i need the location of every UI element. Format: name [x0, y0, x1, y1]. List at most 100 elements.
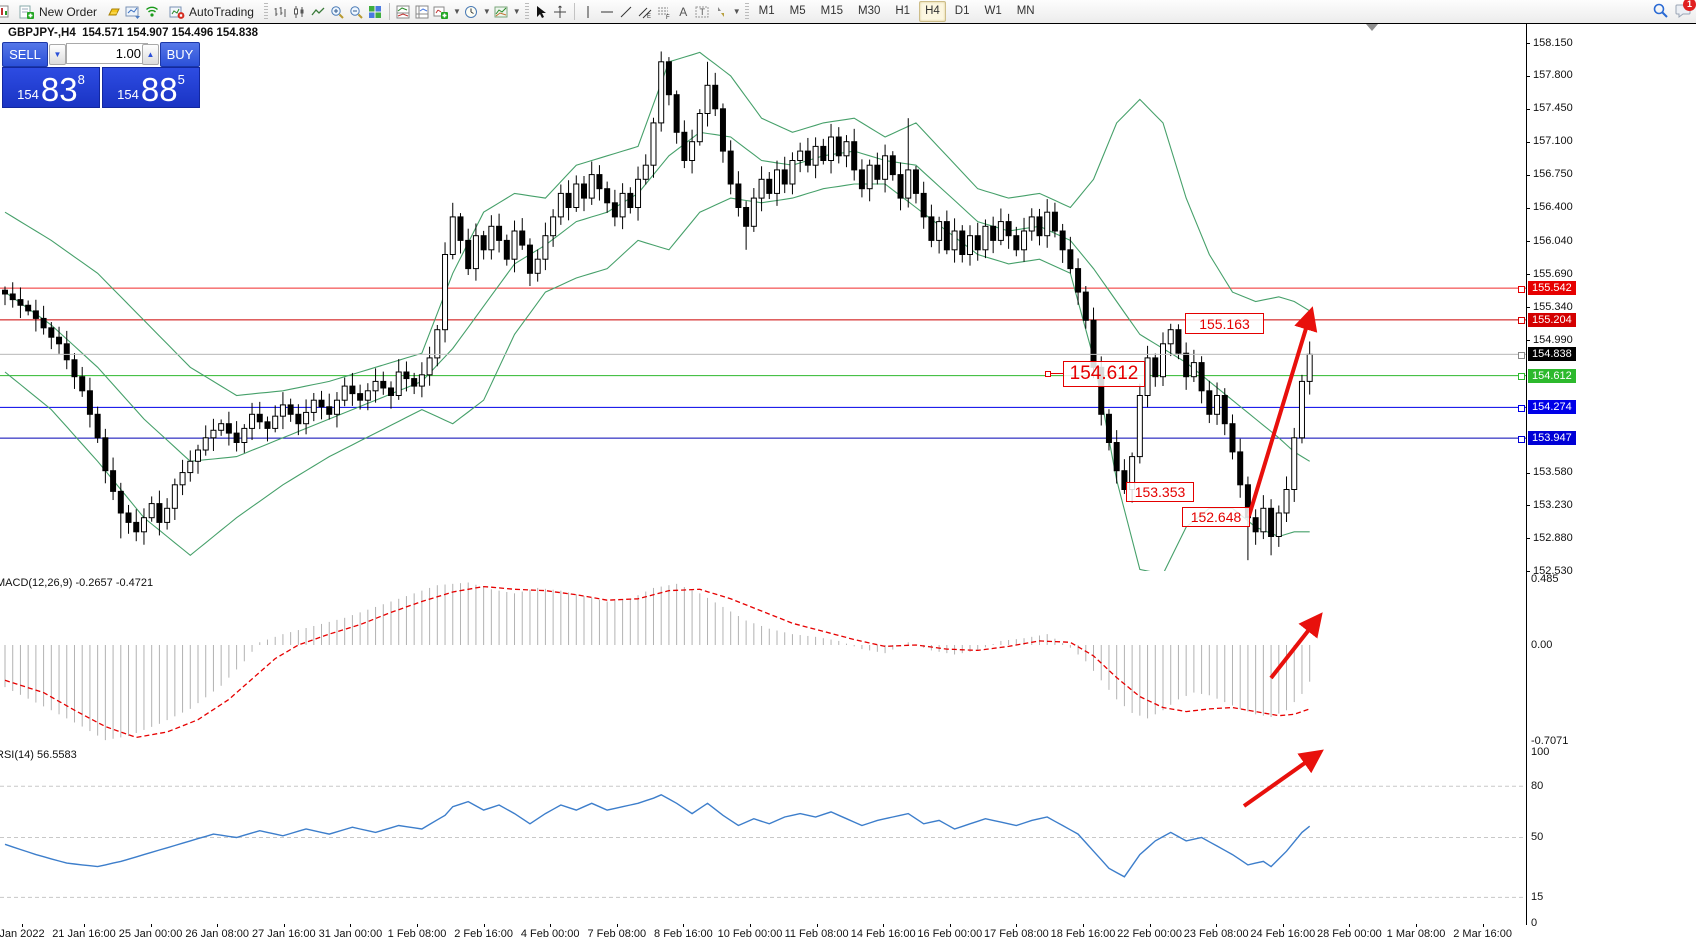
tab-timeframe-m1[interactable]: M1 [758, 5, 775, 17]
autotrading-button[interactable]: AutoTrading [162, 0, 260, 23]
crosshair-icon[interactable] [552, 3, 569, 20]
time-tick-mark [350, 924, 352, 927]
horizontal-line-tool-icon[interactable] [599, 3, 616, 20]
vertical-line-tool-icon[interactable] [580, 3, 597, 20]
zoom-out-icon[interactable] [348, 3, 365, 20]
chart-shift-marker-icon[interactable] [1366, 24, 1378, 31]
line-chart-mode-icon[interactable] [310, 3, 327, 20]
price-tick-mark [1526, 571, 1530, 573]
annotation-154.612[interactable]: 154.612 [1063, 361, 1145, 387]
annotation-155.163[interactable]: 155.163 [1185, 313, 1264, 334]
macd-signal-line [4, 585, 1310, 739]
arrows-caret-icon[interactable]: ▼ [732, 7, 741, 16]
main-chart[interactable] [0, 23, 1526, 571]
tab-timeframe-h1[interactable]: H1 [895, 5, 911, 17]
rsi-axis-label: 50 [1531, 831, 1544, 843]
annotation-153.353[interactable]: 153.353 [1126, 482, 1194, 502]
symbol-period-label: GBPJPY-,H4 [8, 27, 76, 39]
ohlc-values: 154.571 154.907 154.496 154.838 [82, 27, 259, 39]
trend-arrow-main[interactable] [1247, 306, 1318, 517]
time-axis-label: 21 Jan 16:00 [52, 928, 116, 940]
buy-button[interactable]: BUY [160, 42, 200, 67]
candlestick-mode-icon[interactable] [291, 3, 308, 20]
new-chart-icon[interactable] [433, 3, 450, 20]
tab-timeframe-m30[interactable]: M30 [857, 5, 881, 17]
sell-button[interactable]: SELL [2, 42, 48, 67]
time-axis-label: 27 Jan 16:00 [251, 928, 316, 940]
price-tick-label: 155.340 [1533, 300, 1573, 313]
template-caret-icon[interactable]: ▼ [512, 7, 521, 16]
time-tick-mark [1083, 924, 1084, 927]
gold-icon[interactable] [105, 3, 122, 20]
metaeditor-icon[interactable] [124, 3, 141, 20]
level-line-anchor[interactable] [1518, 373, 1525, 381]
annotation-152.648[interactable]: 152.648 [1182, 507, 1250, 527]
volume-increment-button[interactable]: ▲ [142, 44, 159, 65]
level-line-anchor[interactable] [1518, 404, 1525, 412]
toolbar-grip3[interactable] [744, 3, 749, 20]
toolbar-right: 1 [1652, 0, 1696, 19]
indicator-window2-icon[interactable] [414, 3, 431, 20]
price-axis-border [1526, 23, 1527, 925]
toolbar-grip2[interactable] [524, 3, 529, 20]
volume-input[interactable]: 1.00 [66, 43, 148, 64]
arrows-tool-icon[interactable] [713, 3, 730, 20]
rsi-panel[interactable] [0, 747, 1526, 925]
zoom-in-icon[interactable] [329, 3, 346, 20]
search-icon[interactable] [1652, 2, 1669, 19]
period-caret-icon[interactable]: ▼ [482, 7, 491, 16]
price-tick-mark [1526, 538, 1530, 540]
price-tag-153.947: 153.947 [1528, 431, 1576, 446]
sell-price-big: 83 [40, 71, 78, 108]
trendline-tool-icon[interactable] [618, 3, 635, 20]
cursor-icon[interactable] [533, 3, 550, 20]
macd-panel[interactable] [0, 575, 1526, 743]
notifications-icon[interactable]: 1 [1675, 0, 1696, 19]
new-chart-caret-icon[interactable]: ▼ [452, 7, 461, 16]
chart-window-icon[interactable] [0, 3, 10, 20]
bar-chart-mode-icon[interactable] [272, 3, 289, 20]
signal-icon[interactable] [143, 3, 160, 20]
indicator-window-icon[interactable] [395, 3, 412, 20]
time-axis-label: 26 Jan 08:00 [185, 928, 249, 940]
trend-arrow-rsi[interactable] [1242, 749, 1324, 808]
buy-price-panel[interactable]: 154 88 5 [102, 67, 200, 108]
tab-timeframe-d1[interactable]: D1 [954, 5, 970, 17]
svg-text:T: T [700, 7, 706, 17]
tab-timeframe-w1[interactable]: W1 [984, 5, 1002, 17]
label-tool-icon[interactable]: T [694, 3, 711, 20]
time-axis[interactable]: Jan 2022 21 Jan 16:00 25 Jan 00:00 26 Jan 0… [0, 924, 1696, 941]
tab-timeframe-mn[interactable]: MN [1016, 5, 1035, 17]
time-tick-mark [84, 924, 85, 927]
price-tick-label: 154.990 [1533, 333, 1573, 346]
volume-decrement-button[interactable]: ▼ [49, 44, 66, 65]
level-line-anchor[interactable] [1518, 317, 1525, 325]
toolbar-grip[interactable] [263, 3, 268, 20]
time-tick-mark [22, 924, 23, 927]
sell-price-panel[interactable]: 154 83 8 [2, 67, 100, 108]
time-tick-mark [550, 924, 552, 927]
level-line-anchor[interactable] [1518, 351, 1525, 359]
channel-tool-icon[interactable]: E [637, 3, 654, 20]
time-tick-mark [683, 924, 685, 927]
text-tool-icon[interactable]: A [679, 4, 688, 19]
fibonacci-tool-icon[interactable]: F [656, 3, 673, 20]
tab-timeframe-h4[interactable]: H4 [919, 1, 946, 22]
rsi-axis-label: 0 [1531, 916, 1538, 929]
time-axis-label: 8 Feb 16:00 [654, 928, 713, 940]
level-line-anchor[interactable] [1518, 435, 1525, 443]
toolbar-separator [388, 3, 390, 20]
macd-axis-label: 0.00 [1531, 638, 1553, 651]
template-icon[interactable] [493, 3, 510, 20]
tile-windows-icon[interactable] [367, 3, 384, 20]
time-tick-mark [1016, 924, 1018, 927]
period-icon[interactable] [463, 3, 480, 20]
tab-timeframe-m5[interactable]: M5 [789, 5, 806, 17]
trend-arrow-macd[interactable] [1269, 612, 1323, 680]
level-line-anchor[interactable] [1518, 285, 1525, 293]
annotation-connector [1049, 373, 1063, 374]
autotrading-label: AutoTrading [189, 4, 254, 19]
price-tag-155.542: 155.542 [1528, 281, 1576, 296]
tab-timeframe-m15[interactable]: M15 [820, 5, 843, 17]
new-order-button[interactable]: New Order [12, 0, 103, 23]
